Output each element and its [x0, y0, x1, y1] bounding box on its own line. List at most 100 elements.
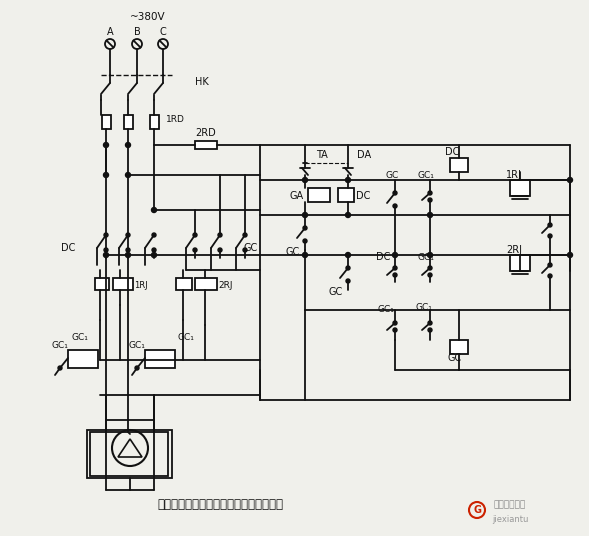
Text: GC: GC: [244, 243, 258, 253]
Bar: [176, 278, 192, 290]
Circle shape: [428, 252, 432, 257]
Circle shape: [393, 328, 397, 332]
Text: GC₁: GC₁: [378, 306, 395, 315]
Circle shape: [303, 252, 307, 257]
Bar: [450, 340, 468, 354]
Text: GC₁: GC₁: [177, 332, 194, 341]
Circle shape: [303, 239, 307, 243]
Text: ~380V: ~380V: [130, 12, 166, 22]
Circle shape: [428, 198, 432, 202]
Circle shape: [346, 266, 350, 270]
Text: GC: GC: [329, 287, 343, 297]
Circle shape: [548, 274, 552, 278]
Bar: [124, 115, 133, 129]
Text: GC₁: GC₁: [416, 302, 432, 311]
Circle shape: [303, 177, 307, 182]
Circle shape: [428, 266, 432, 270]
Bar: [308, 188, 330, 202]
Text: 2RD: 2RD: [195, 128, 216, 138]
Text: 1RD: 1RD: [166, 115, 185, 123]
Circle shape: [152, 233, 156, 237]
Text: 电工技术之家: 电工技术之家: [494, 501, 526, 510]
Text: jiexiantu: jiexiantu: [492, 516, 528, 525]
Text: C: C: [160, 27, 166, 37]
Circle shape: [303, 226, 307, 230]
Circle shape: [151, 252, 157, 257]
Text: G: G: [473, 505, 481, 515]
Bar: [195, 278, 217, 290]
Circle shape: [346, 177, 350, 182]
Circle shape: [567, 252, 573, 257]
Circle shape: [243, 233, 247, 237]
Text: DC: DC: [61, 243, 75, 253]
Bar: [150, 115, 159, 129]
Circle shape: [346, 212, 350, 218]
Circle shape: [104, 233, 108, 237]
Circle shape: [548, 263, 552, 267]
Text: GC: GC: [286, 247, 300, 257]
Text: HK: HK: [195, 77, 209, 87]
Bar: [195, 141, 217, 149]
Circle shape: [303, 212, 307, 218]
Bar: [95, 278, 109, 290]
Bar: [510, 180, 530, 196]
Text: DC: DC: [445, 147, 459, 157]
Circle shape: [428, 328, 432, 332]
Text: 2RJ: 2RJ: [506, 245, 522, 255]
Circle shape: [392, 252, 398, 257]
Circle shape: [393, 204, 397, 208]
Circle shape: [151, 207, 157, 212]
Text: A: A: [107, 27, 113, 37]
Text: GC₁: GC₁: [71, 332, 88, 341]
Text: GC₁: GC₁: [128, 340, 145, 349]
Circle shape: [393, 191, 397, 195]
Circle shape: [393, 321, 397, 325]
Bar: [113, 278, 133, 290]
Circle shape: [193, 248, 197, 252]
Circle shape: [393, 266, 397, 270]
Circle shape: [152, 248, 156, 252]
Text: GC₁: GC₁: [418, 170, 435, 180]
Circle shape: [125, 252, 131, 257]
Text: GC: GC: [385, 170, 399, 180]
Circle shape: [346, 252, 350, 257]
Circle shape: [135, 366, 139, 370]
Text: 2RJ: 2RJ: [218, 280, 233, 289]
Circle shape: [243, 248, 247, 252]
Text: 1RJ: 1RJ: [506, 170, 522, 180]
Text: DC: DC: [356, 191, 370, 201]
Bar: [338, 188, 354, 202]
Circle shape: [125, 143, 131, 147]
Text: GA: GA: [290, 191, 304, 201]
Circle shape: [428, 191, 432, 195]
Circle shape: [104, 248, 108, 252]
Text: 1RJ: 1RJ: [134, 280, 148, 289]
Text: TA: TA: [316, 150, 327, 160]
Text: B: B: [134, 27, 140, 37]
Circle shape: [548, 234, 552, 238]
Bar: [87, 430, 172, 478]
Text: GC: GC: [448, 353, 462, 363]
Circle shape: [346, 279, 350, 283]
Text: GC₁: GC₁: [52, 340, 68, 349]
Circle shape: [218, 233, 222, 237]
Circle shape: [218, 248, 222, 252]
Bar: [450, 158, 468, 172]
Circle shape: [193, 233, 197, 237]
Text: DA: DA: [357, 150, 371, 160]
Circle shape: [393, 273, 397, 277]
Circle shape: [428, 212, 432, 218]
Circle shape: [548, 223, 552, 227]
Circle shape: [104, 173, 108, 177]
Circle shape: [125, 173, 131, 177]
Bar: [68, 350, 98, 368]
Bar: [145, 350, 175, 368]
Text: GC₁: GC₁: [418, 254, 435, 263]
Circle shape: [428, 273, 432, 277]
Circle shape: [567, 177, 573, 182]
Circle shape: [104, 252, 108, 257]
Bar: [102, 115, 111, 129]
Bar: [510, 255, 530, 271]
Circle shape: [126, 248, 130, 252]
Circle shape: [58, 366, 62, 370]
